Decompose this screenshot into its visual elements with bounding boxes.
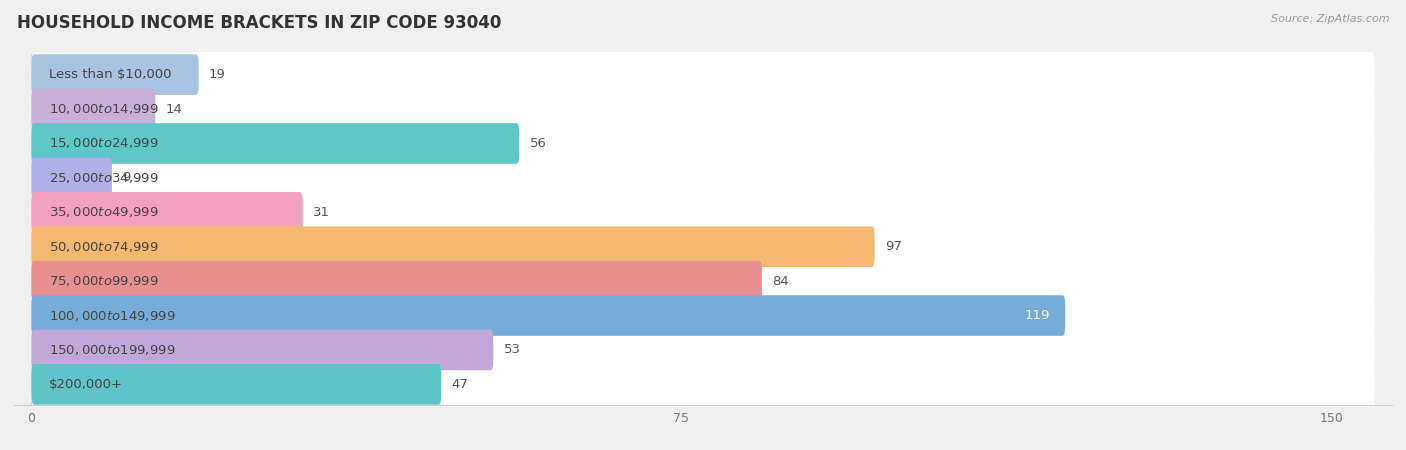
Text: 47: 47 bbox=[451, 378, 468, 391]
FancyBboxPatch shape bbox=[31, 158, 112, 198]
FancyBboxPatch shape bbox=[31, 189, 1375, 235]
FancyBboxPatch shape bbox=[31, 362, 1375, 407]
Text: Less than $10,000: Less than $10,000 bbox=[49, 68, 172, 81]
Text: $10,000 to $14,999: $10,000 to $14,999 bbox=[49, 102, 159, 116]
FancyBboxPatch shape bbox=[31, 226, 875, 267]
Text: 56: 56 bbox=[530, 137, 547, 150]
Text: Source: ZipAtlas.com: Source: ZipAtlas.com bbox=[1271, 14, 1389, 23]
FancyBboxPatch shape bbox=[31, 121, 1375, 166]
Text: 9: 9 bbox=[122, 171, 131, 184]
Text: 31: 31 bbox=[314, 206, 330, 219]
Text: $50,000 to $74,999: $50,000 to $74,999 bbox=[49, 240, 159, 254]
FancyBboxPatch shape bbox=[31, 89, 155, 129]
Text: $100,000 to $149,999: $100,000 to $149,999 bbox=[49, 309, 176, 323]
Text: $75,000 to $99,999: $75,000 to $99,999 bbox=[49, 274, 159, 288]
Text: 14: 14 bbox=[166, 103, 183, 116]
FancyBboxPatch shape bbox=[31, 86, 1375, 132]
FancyBboxPatch shape bbox=[31, 258, 1375, 304]
FancyBboxPatch shape bbox=[31, 155, 1375, 201]
FancyBboxPatch shape bbox=[31, 261, 762, 302]
FancyBboxPatch shape bbox=[31, 224, 1375, 270]
Text: $25,000 to $34,999: $25,000 to $34,999 bbox=[49, 171, 159, 185]
FancyBboxPatch shape bbox=[31, 364, 441, 405]
FancyBboxPatch shape bbox=[31, 123, 519, 164]
FancyBboxPatch shape bbox=[31, 330, 494, 370]
Text: $200,000+: $200,000+ bbox=[49, 378, 122, 391]
FancyBboxPatch shape bbox=[31, 295, 1066, 336]
Text: $150,000 to $199,999: $150,000 to $199,999 bbox=[49, 343, 176, 357]
Text: 53: 53 bbox=[503, 343, 520, 356]
FancyBboxPatch shape bbox=[31, 52, 1375, 97]
Text: $15,000 to $24,999: $15,000 to $24,999 bbox=[49, 136, 159, 150]
FancyBboxPatch shape bbox=[31, 192, 302, 233]
Text: 119: 119 bbox=[1024, 309, 1050, 322]
Text: $35,000 to $49,999: $35,000 to $49,999 bbox=[49, 205, 159, 219]
Text: 97: 97 bbox=[884, 240, 901, 253]
Text: HOUSEHOLD INCOME BRACKETS IN ZIP CODE 93040: HOUSEHOLD INCOME BRACKETS IN ZIP CODE 93… bbox=[17, 14, 502, 32]
FancyBboxPatch shape bbox=[31, 54, 198, 95]
Text: 84: 84 bbox=[772, 274, 789, 288]
FancyBboxPatch shape bbox=[31, 293, 1375, 338]
Text: 19: 19 bbox=[209, 68, 226, 81]
FancyBboxPatch shape bbox=[31, 327, 1375, 373]
